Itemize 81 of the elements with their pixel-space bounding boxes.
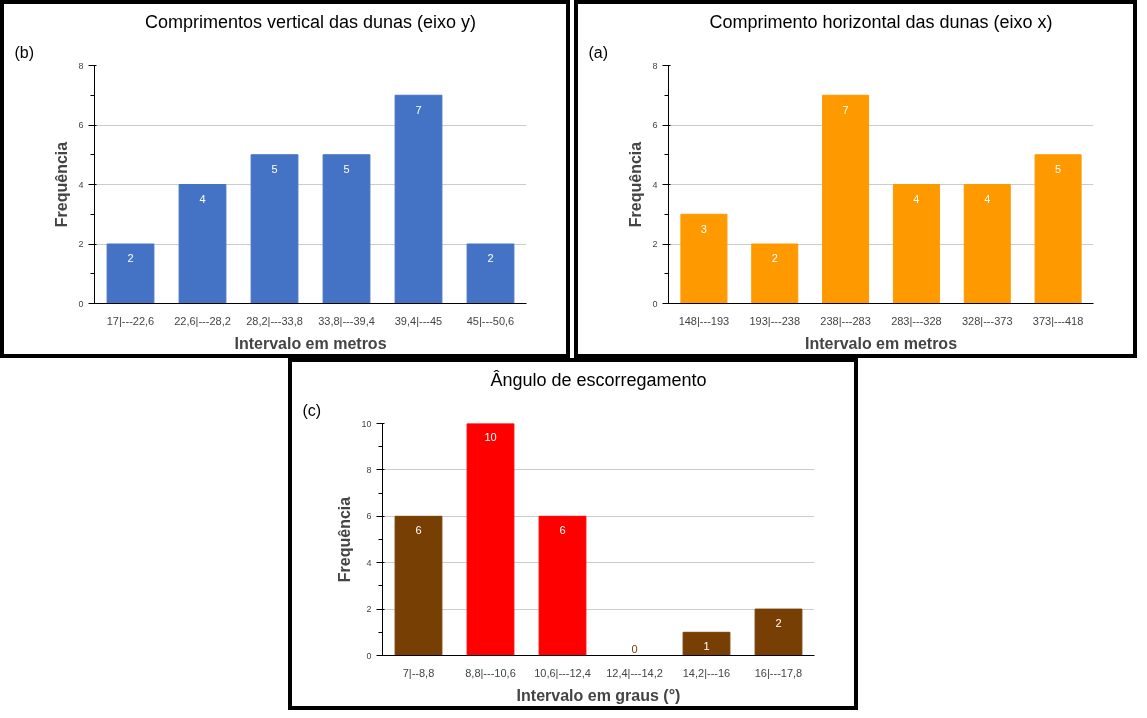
x-tick-label: 28,2|---33,8	[246, 314, 303, 327]
chart-title: Ângulo de escorregamento	[490, 369, 707, 390]
y-tick-label: 2	[78, 239, 84, 249]
x-tick-label: 148|---193	[678, 314, 730, 327]
bar	[892, 184, 940, 304]
data-label: 0	[631, 642, 638, 655]
data-label: 6	[415, 524, 422, 537]
bar	[751, 243, 799, 304]
x-tick-label: 373|---418	[1032, 314, 1084, 327]
data-label: 4	[913, 192, 920, 205]
x-tick-label: 45|---50,6	[466, 314, 515, 327]
x-tick-label: 33,8|---39,4	[318, 314, 375, 327]
x-axis-title: Intervalo em metros	[804, 334, 958, 352]
bar	[682, 631, 731, 656]
bar	[680, 213, 728, 304]
data-label: 2	[775, 617, 782, 630]
bar	[322, 154, 371, 304]
y-tick-label: 6	[366, 511, 372, 522]
x-tick-label: 16|---17,8	[754, 666, 803, 679]
x-tick-label: 12,4|---14,2	[606, 666, 663, 679]
y-axis-title: Frequência	[627, 141, 645, 228]
x-tick-label: 283|---328	[891, 314, 942, 327]
text: (b)	[14, 43, 35, 61]
data-label: 3	[700, 222, 707, 235]
y-tick-label: 8	[366, 464, 372, 475]
data-label: 7	[842, 103, 849, 116]
chart-title: Comprimento horizontal das dunas (eixo x)	[709, 11, 1053, 32]
bar	[250, 154, 299, 304]
x-tick-label: 8,8|---10,6	[465, 666, 516, 679]
x-tick-label: 22,6|---28,2	[174, 314, 231, 327]
y-tick-label: 0	[652, 298, 658, 309]
x-tick-label: 14,2|---16	[682, 666, 731, 679]
data-label: 1	[703, 640, 710, 653]
data-label: 5	[1055, 163, 1062, 176]
x-tick-label: 17|---22,6	[106, 314, 155, 327]
bar	[963, 184, 1011, 304]
data-label: 6	[559, 524, 566, 537]
data-label: 2	[487, 252, 494, 265]
x-axis-title: Intervalo em graus (°)	[516, 686, 681, 704]
bar	[394, 515, 443, 656]
bar	[466, 423, 515, 656]
x-tick-label: 193|---238	[749, 314, 801, 327]
y-tick-label: 8	[78, 60, 84, 71]
data-label: 4	[199, 192, 206, 205]
y-tick-label: 4	[78, 179, 84, 190]
text: (a)	[588, 43, 609, 61]
bar	[178, 184, 227, 304]
x-tick-label: 10,6|---12,4	[534, 666, 591, 679]
chart-title: Comprimentos vertical das dunas (eixo y)	[144, 11, 477, 32]
y-tick-label: 2	[366, 604, 372, 615]
bar	[466, 243, 515, 304]
y-tick-label: 0	[78, 298, 84, 309]
y-tick-label: 4	[652, 179, 658, 190]
y-tick-label: 6	[652, 120, 658, 130]
x-tick-label: 39,4|---45	[394, 314, 443, 327]
y-tick-label: 10	[361, 418, 372, 429]
data-label: 5	[271, 163, 278, 176]
y-tick-label: 4	[366, 557, 372, 568]
bar	[1034, 154, 1082, 304]
x-tick-label: 238|---283	[820, 314, 871, 327]
bar	[822, 94, 870, 304]
data-label: 2	[127, 252, 134, 265]
x-tick-label: 7|--8,8	[402, 666, 435, 679]
bar	[106, 243, 155, 304]
data-label: 7	[415, 103, 422, 116]
data-label: 5	[343, 163, 350, 176]
data-label: 4	[984, 192, 991, 205]
y-axis-title: Frequência	[53, 141, 71, 228]
x-tick-label: 328|---373	[961, 314, 1013, 327]
bar	[394, 94, 443, 304]
x-axis-title: Intervalo em metros	[234, 334, 387, 352]
y-tick-label: 0	[366, 650, 372, 661]
y-tick-label: 8	[652, 60, 658, 71]
data-label: 2	[771, 252, 778, 265]
y-tick-label: 2	[652, 239, 658, 249]
bar	[754, 608, 803, 656]
bar	[538, 515, 587, 656]
y-tick-label: 6	[78, 120, 84, 130]
data-label: 10	[484, 431, 497, 444]
text: (c)	[302, 401, 322, 419]
y-axis-title: Frequência	[336, 496, 354, 583]
